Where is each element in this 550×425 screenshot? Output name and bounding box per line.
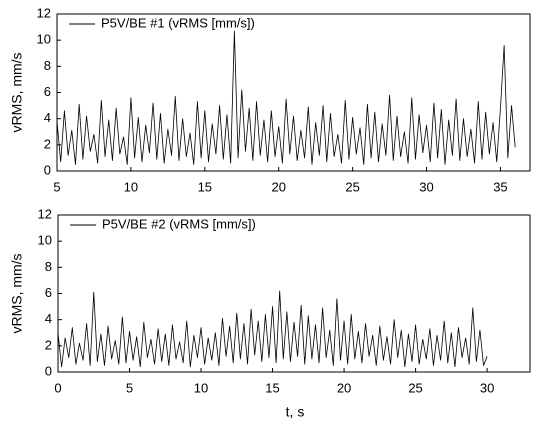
x-tick-label: 15 <box>265 380 279 395</box>
y-tick-label: 0 <box>44 162 51 177</box>
plot-frame <box>57 214 531 373</box>
plot-panel <box>56 30 516 165</box>
y-axis-label: vRMS, mm/s <box>9 253 25 333</box>
x-tick-label: 5 <box>53 179 60 194</box>
y-tick-label: 10 <box>38 233 52 248</box>
x-axis-label: t, s <box>286 404 305 420</box>
x-tick-label: 30 <box>419 179 433 194</box>
x-tick-label: 20 <box>337 380 351 395</box>
plot-panel <box>57 290 488 368</box>
y-tick-label: 8 <box>44 58 51 73</box>
y-tick-label: 12 <box>38 206 52 221</box>
x-tick-label: 35 <box>493 179 507 194</box>
y-tick-label: 2 <box>45 337 52 352</box>
x-tick-label: 0 <box>54 380 61 395</box>
y-tick-label: 10 <box>37 32 51 47</box>
x-tick-label: 15 <box>198 179 212 194</box>
y-tick-label: 4 <box>44 110 51 125</box>
x-tick-label: 25 <box>408 380 422 395</box>
y-tick-label: 0 <box>45 363 52 378</box>
y-tick-label: 2 <box>44 136 51 151</box>
data-line <box>56 30 516 165</box>
x-tick-label: 25 <box>345 179 359 194</box>
y-tick-label: 6 <box>44 84 51 99</box>
data-line <box>57 290 488 368</box>
x-tick-label: 10 <box>194 380 208 395</box>
legend-label: P5V/BE #1 (vRMS [mm/s]) <box>101 15 255 30</box>
x-tick-label: 5 <box>126 380 133 395</box>
y-tick-label: 12 <box>37 5 51 20</box>
y-axis-label: vRMS, mm/s <box>9 52 25 132</box>
legend-label: P5V/BE #2 (vRMS [mm/s]) <box>102 216 256 231</box>
y-tick-label: 4 <box>45 311 52 326</box>
x-tick-label: 30 <box>480 380 494 395</box>
x-tick-label: 10 <box>124 179 138 194</box>
y-tick-label: 6 <box>45 285 52 300</box>
x-tick-label: 20 <box>271 179 285 194</box>
y-tick-label: 8 <box>45 259 52 274</box>
